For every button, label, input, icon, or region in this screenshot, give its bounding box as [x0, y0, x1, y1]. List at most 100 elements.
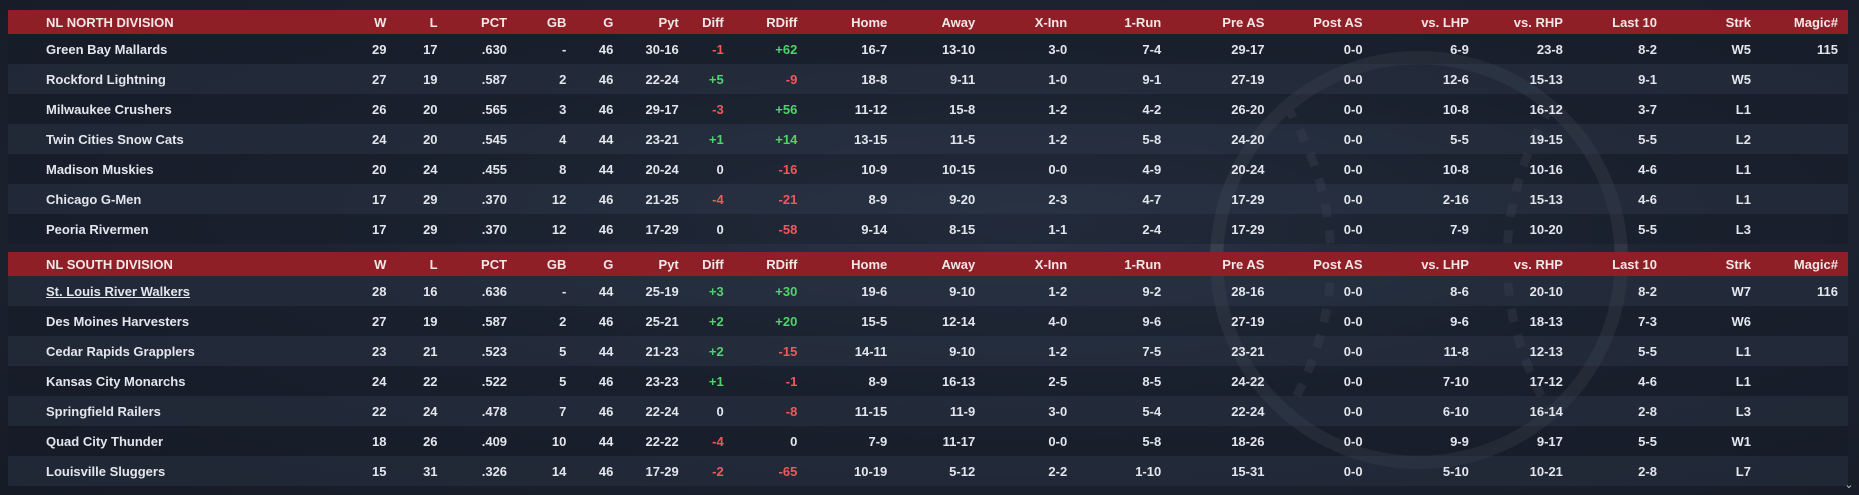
team-name[interactable]: Green Bay Mallards	[8, 34, 346, 64]
column-header-x-inn[interactable]: X-Inn	[985, 252, 1078, 276]
table-row[interactable]: Madison Muskies 20 24.455 8 44 20-24 0 -16 10-9 1…	[8, 154, 1848, 184]
cell-rdiff: -65	[733, 456, 808, 486]
column-header-one-run[interactable]: 1-Run	[1077, 252, 1172, 276]
cell-magic-number	[1760, 456, 1848, 486]
column-header-pct[interactable]: PCT	[447, 10, 518, 34]
team-name[interactable]: Quad City Thunder	[8, 426, 346, 456]
column-header-wins[interactable]: W	[345, 10, 397, 34]
column-header-pyt[interactable]: Pyt	[623, 10, 689, 34]
column-header-pyt[interactable]: Pyt	[623, 252, 689, 276]
cell-diff: 0	[688, 214, 734, 244]
cell-vs-rhp: 15-13	[1478, 64, 1573, 94]
team-name[interactable]: Kansas City Monarchs	[8, 366, 346, 396]
column-header-diff[interactable]: Diff	[688, 252, 734, 276]
team-name[interactable]: Chicago G-Men	[8, 184, 346, 214]
cell-vs-lhp: 9-6	[1372, 306, 1479, 336]
cell-away: 9-20	[897, 184, 986, 214]
cell-magic-number	[1760, 396, 1848, 426]
cell-vs-lhp: 5-5	[1372, 124, 1479, 154]
team-name[interactable]: Peoria Rivermen	[8, 214, 346, 244]
cell-games: 46	[576, 366, 624, 396]
column-header-pre-as[interactable]: Pre AS	[1171, 10, 1275, 34]
column-header-pct[interactable]: PCT	[447, 252, 518, 276]
chevron-down-icon[interactable]: ⌄	[1844, 479, 1854, 491]
column-header-wins[interactable]: W	[345, 252, 397, 276]
table-row[interactable]: Cedar Rapids Grapplers 23 21.523 5 44 21-23 +2…	[8, 336, 1848, 366]
table-row[interactable]: Kansas City Monarchs 24 22.522 5 46 23-23 +1 -1…	[8, 366, 1848, 396]
column-header-post-as[interactable]: Post AS	[1274, 10, 1373, 34]
column-header-gb[interactable]: GB	[517, 252, 577, 276]
team-name[interactable]: Madison Muskies	[8, 154, 346, 184]
column-header-vs-rhp[interactable]: vs. RHP	[1478, 252, 1573, 276]
column-header-vs-lhp[interactable]: vs. LHP	[1372, 252, 1479, 276]
column-header-vs-lhp[interactable]: vs. LHP	[1372, 10, 1479, 34]
column-header-away[interactable]: Away	[897, 10, 986, 34]
cell-home: 18-8	[807, 64, 898, 94]
cell-vs-lhp: 6-10	[1372, 396, 1479, 426]
cell-games: 46	[576, 34, 624, 64]
team-name[interactable]: Milwaukee Crushers	[8, 94, 346, 124]
table-row[interactable]: Green Bay Mallards 29 17.630-46 30-16 -1 +62 1…	[8, 34, 1848, 64]
cell-rdiff: +56	[733, 94, 808, 124]
cell-magic-number	[1760, 426, 1848, 456]
column-header-home[interactable]: Home	[807, 10, 898, 34]
table-row[interactable]: St. Louis River Walkers 28 16.636-44 25-19 +…	[8, 276, 1848, 306]
column-header-post-as[interactable]: Post AS	[1274, 252, 1373, 276]
team-name[interactable]: Springfield Railers	[8, 396, 346, 426]
cell-away: 9-10	[897, 336, 986, 366]
cell-one-run: 2-4	[1077, 214, 1172, 244]
table-row[interactable]: Louisville Sluggers 15 31.326 14 46 17-29 -2 -6…	[8, 456, 1848, 486]
column-header-losses[interactable]: L	[396, 252, 448, 276]
column-header-magic-number[interactable]: Magic#	[1760, 252, 1848, 276]
cell-games: 46	[576, 306, 624, 336]
cell-pyt: 17-29	[623, 214, 689, 244]
column-header-streak[interactable]: Strk	[1666, 252, 1761, 276]
cell-pct: .587	[447, 306, 518, 336]
table-row[interactable]: Quad City Thunder 18 26.409 10 44 22-22 -4 0 7-9…	[8, 426, 1848, 456]
table-row[interactable]: Chicago G-Men 17 29.370 12 46 21-25 -4 -21 8-9 9-…	[8, 184, 1848, 214]
cell-x-inn: 1-2	[985, 336, 1078, 366]
team-name[interactable]: Twin Cities Snow Cats	[8, 124, 346, 154]
table-row[interactable]: Rockford Lightning 27 19.587 2 46 22-24 +5 -9 18…	[8, 64, 1848, 94]
table-row[interactable]: Des Moines Harvesters 27 19.587 2 46 25-21 +2 +…	[8, 306, 1848, 336]
column-header-magic-number[interactable]: Magic#	[1760, 10, 1848, 34]
column-header-rdiff[interactable]: RDiff	[733, 10, 808, 34]
table-row[interactable]: Milwaukee Crushers 26 20.565 3 46 29-17 -3 +56 1…	[8, 94, 1848, 124]
team-name[interactable]: St. Louis River Walkers	[8, 276, 346, 306]
cell-x-inn: 3-0	[985, 396, 1078, 426]
cell-magic-number	[1760, 214, 1848, 244]
cell-last-10: 5-5	[1572, 124, 1667, 154]
column-header-streak[interactable]: Strk	[1666, 10, 1761, 34]
column-header-games[interactable]: G	[576, 252, 624, 276]
column-header-diff[interactable]: Diff	[688, 10, 734, 34]
team-name[interactable]: Cedar Rapids Grapplers	[8, 336, 346, 366]
column-header-games[interactable]: G	[576, 10, 624, 34]
column-header-rdiff[interactable]: RDiff	[733, 252, 808, 276]
column-header-one-run[interactable]: 1-Run	[1077, 10, 1172, 34]
column-header-last-10[interactable]: Last 10	[1572, 10, 1667, 34]
column-header-away[interactable]: Away	[897, 252, 986, 276]
column-header-pre-as[interactable]: Pre AS	[1171, 252, 1275, 276]
team-name[interactable]: Rockford Lightning	[8, 64, 346, 94]
table-row[interactable]: Peoria Rivermen 17 29.370 12 46 17-29 0 -58 9-14…	[8, 214, 1848, 244]
column-header-home[interactable]: Home	[807, 252, 898, 276]
team-name[interactable]: Louisville Sluggers	[8, 456, 346, 486]
table-row[interactable]: Springfield Railers 22 24.478 7 46 22-24 0 -8 11…	[8, 396, 1848, 426]
column-header-gb[interactable]: GB	[517, 10, 577, 34]
team-name[interactable]: Des Moines Harvesters	[8, 306, 346, 336]
column-header-x-inn[interactable]: X-Inn	[985, 10, 1078, 34]
cell-home: 16-7	[807, 34, 898, 64]
cell-gb: 10	[517, 426, 577, 456]
cell-home: 14-11	[807, 336, 898, 366]
cell-wins: 24	[345, 366, 397, 396]
column-header-losses[interactable]: L	[396, 10, 448, 34]
cell-gb: 2	[517, 64, 577, 94]
cell-home: 11-15	[807, 396, 898, 426]
table-row[interactable]: Twin Cities Snow Cats 24 20.545 4 44 23-21 +1 +…	[8, 124, 1848, 154]
cell-pyt: 17-29	[623, 456, 689, 486]
cell-streak: W6	[1666, 306, 1761, 336]
column-header-vs-rhp[interactable]: vs. RHP	[1478, 10, 1573, 34]
cell-vs-rhp: 20-10	[1478, 276, 1573, 306]
cell-rdiff: +20	[733, 306, 808, 336]
column-header-last-10[interactable]: Last 10	[1572, 252, 1667, 276]
